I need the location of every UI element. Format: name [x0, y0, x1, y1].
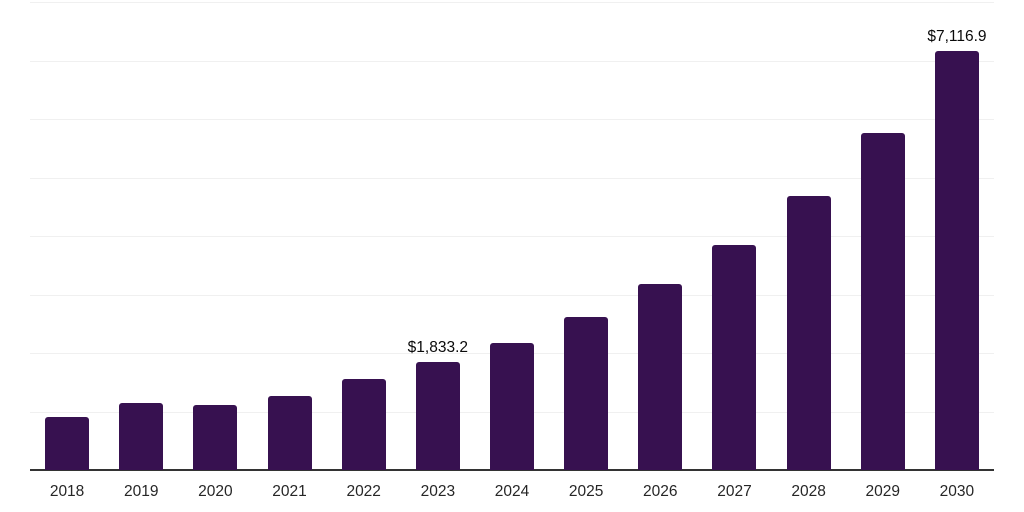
- gridline: [30, 60, 994, 62]
- bar-2019: [119, 402, 164, 470]
- x-tick-2029: 2029: [865, 483, 901, 500]
- bar-2020: [193, 404, 238, 470]
- gridline: [30, 294, 994, 296]
- x-axis-line: [30, 469, 994, 471]
- x-tick-2030: 2030: [939, 483, 975, 500]
- x-tick-2021: 2021: [272, 483, 307, 500]
- x-tick-2027: 2027: [717, 483, 752, 500]
- bar-2028: [786, 195, 831, 470]
- x-tick-2020: 2020: [198, 483, 233, 500]
- x-tick-2026: 2026: [643, 483, 678, 500]
- bar-value-label-2023: $1,833.2: [407, 339, 469, 357]
- gridline: [30, 119, 994, 120]
- x-tick-2028: 2028: [791, 483, 826, 500]
- bar-value-label-2030: $7,116.9: [927, 28, 987, 46]
- bar-2018: [45, 417, 90, 470]
- x-tick-2019: 2019: [123, 483, 159, 500]
- x-tick-2025: 2025: [568, 483, 604, 500]
- gridline: [30, 236, 994, 237]
- gridline: [30, 177, 994, 179]
- bar-2026: [638, 283, 683, 470]
- plot-area: $1,833.2 $7,116.9: [30, 2, 994, 471]
- x-tick-2023: 2023: [420, 483, 456, 500]
- x-tick-2018: 2018: [49, 483, 85, 500]
- gridline: [30, 2, 994, 3]
- bar-2021: [267, 395, 312, 470]
- x-axis: 2018 2019 2020 2021 2022 2023 2024 2025 2026 2027…: [30, 483, 994, 505]
- x-tick-2024: 2024: [494, 483, 530, 500]
- bar-2024: [490, 342, 534, 470]
- bar-2023: [415, 362, 460, 470]
- bar-2030: [934, 51, 979, 470]
- bar-2029: [860, 132, 905, 470]
- bar-2025: [564, 316, 609, 470]
- bar-2022: [341, 379, 386, 470]
- bar-2027: [712, 245, 757, 470]
- x-tick-2022: 2022: [346, 483, 381, 500]
